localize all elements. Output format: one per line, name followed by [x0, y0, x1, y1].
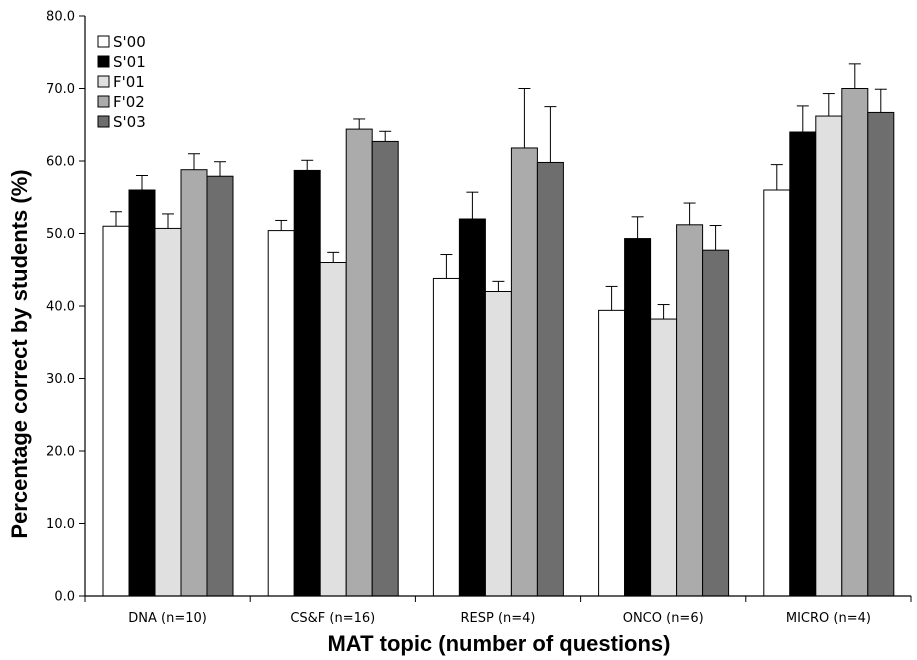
bar [293, 169, 321, 597]
y-tick-label: 30.0 [46, 372, 75, 387]
x-category-label: ONCO (n=6) [623, 611, 704, 626]
axes-layer [79, 15, 912, 602]
x-axis-title: MAT topic (number of questions) [327, 631, 670, 656]
y-tick-label: 50.0 [46, 227, 75, 242]
bar [206, 175, 234, 597]
legend-swatch [97, 115, 110, 128]
legend-swatch [97, 35, 110, 48]
bar [789, 131, 817, 597]
x-category-label: CS&F (n=16) [290, 611, 375, 626]
y-axis-title: Percentage correct by students (%) [7, 169, 32, 538]
bar [371, 140, 399, 597]
legend-swatch [97, 55, 110, 68]
legend-label: S'03 [113, 113, 146, 131]
bar [319, 262, 347, 597]
legend-label: F'02 [113, 93, 145, 111]
legend-label: S'00 [113, 33, 146, 51]
y-tick-label: 10.0 [46, 517, 75, 532]
legend-swatch [97, 75, 110, 88]
bar [624, 238, 652, 597]
bars-layer [102, 88, 895, 597]
bar [763, 189, 791, 597]
x-category-label: MICRO (n=4) [786, 611, 871, 626]
x-category-label: DNA (n=10) [128, 611, 207, 626]
y-tick-label: 20.0 [46, 445, 75, 460]
bar [154, 227, 182, 597]
x-category-label: RESP (n=4) [460, 611, 535, 626]
legend-label: F'01 [113, 73, 145, 91]
bar [867, 111, 895, 597]
error-bars-layer [110, 63, 887, 320]
bar [510, 147, 538, 597]
bar [458, 218, 486, 597]
labels-layer: 0.0 10.0 20.0 30.0 40.0 50.0 60.0 70.0 80.0 DNA (… [46, 10, 871, 627]
bar [484, 291, 512, 597]
legend-label: S'01 [113, 53, 146, 71]
y-tick-label: 60.0 [46, 155, 75, 170]
y-tick-label: 80.0 [46, 10, 75, 25]
bar [345, 128, 373, 597]
y-tick-label: 70.0 [46, 82, 75, 97]
legend: S'00 S'01 F'01 F'02 S'03 [97, 33, 146, 131]
bar [180, 169, 208, 597]
bar [536, 161, 564, 597]
legend-swatch [97, 95, 110, 108]
y-tick-label: 0.0 [54, 590, 75, 605]
y-tick-label: 40.0 [46, 300, 75, 315]
bar [702, 249, 730, 597]
bar [598, 309, 626, 597]
bar [650, 318, 678, 597]
bar [102, 225, 130, 597]
bar [676, 224, 704, 597]
bar [432, 277, 460, 597]
bar [815, 115, 843, 597]
bar [841, 88, 869, 597]
bar [128, 189, 156, 597]
bar [267, 230, 295, 597]
